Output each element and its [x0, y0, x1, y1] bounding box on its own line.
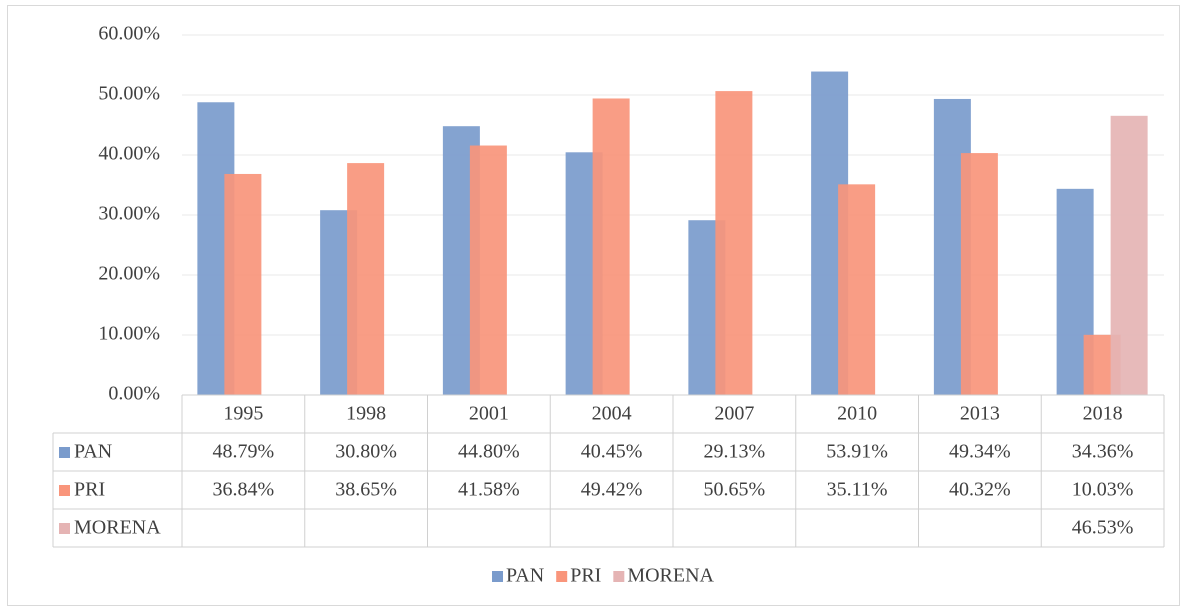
bar — [838, 184, 876, 395]
table-value: 48.79% — [213, 441, 275, 463]
bar — [224, 173, 262, 395]
table-value: 40.32% — [949, 479, 1011, 501]
legend-key — [492, 571, 504, 582]
table-legend-key — [59, 447, 70, 458]
table-value: 29.13% — [704, 441, 766, 463]
legend-key — [556, 571, 568, 582]
table-value: 53.91% — [826, 441, 888, 463]
table-value: 50.65% — [704, 479, 766, 501]
table-value: 40.45% — [581, 441, 643, 463]
y-tick-label: 30.00% — [98, 203, 160, 225]
x-tick-label: 2001 — [469, 403, 509, 425]
table-value: 34.36% — [1072, 441, 1134, 463]
legend-label: MORENA — [627, 565, 714, 587]
table-value: 46.53% — [1072, 517, 1134, 539]
y-tick-label: 60.00% — [98, 23, 160, 45]
table-value: 10.03% — [1072, 479, 1134, 501]
table-value: 49.42% — [581, 479, 643, 501]
y-tick-label: 40.00% — [98, 143, 160, 165]
x-tick-label: 1995 — [223, 403, 263, 425]
x-tick-label: 2010 — [837, 403, 877, 425]
bar — [469, 145, 507, 395]
legend-label: PAN — [506, 565, 544, 587]
table-value: 44.80% — [458, 441, 520, 463]
y-tick-label: 50.00% — [98, 83, 160, 105]
table-value: 36.84% — [213, 479, 275, 501]
table-value: 30.80% — [335, 441, 397, 463]
x-tick-label: 2013 — [960, 403, 1000, 425]
bar — [592, 98, 630, 395]
table-value: 35.11% — [827, 479, 888, 501]
bar — [715, 91, 753, 395]
table-legend-key — [59, 523, 70, 534]
table-series-name: PRI — [74, 479, 105, 501]
y-tick-label: 0.00% — [108, 383, 160, 405]
table-value: 38.65% — [335, 479, 397, 501]
table-series-name: PAN — [74, 441, 112, 463]
legend: PAN PRI MORENA — [492, 565, 715, 587]
table-value: 41.58% — [458, 479, 520, 501]
x-tick-label: 2007 — [714, 403, 754, 425]
bar — [347, 163, 385, 395]
x-tick-label: 2004 — [592, 403, 632, 425]
y-tick-label: 10.00% — [98, 323, 160, 345]
table-legend-key — [59, 485, 70, 496]
table-value: 49.34% — [949, 441, 1011, 463]
x-tick-label: 2018 — [1083, 403, 1123, 425]
x-tick-label: 1998 — [346, 403, 386, 425]
bar — [960, 153, 998, 395]
legend-label: PRI — [570, 565, 601, 587]
table-series-name: MORENA — [74, 517, 161, 539]
bar — [1110, 115, 1148, 395]
y-tick-label: 20.00% — [98, 263, 160, 285]
legend-key — [613, 571, 625, 582]
